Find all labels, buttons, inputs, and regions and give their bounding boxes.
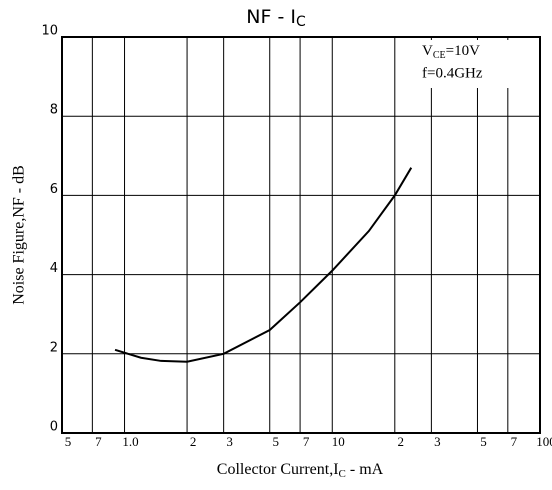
annotation-sub: CE xyxy=(433,50,446,61)
x-tick-label: 2 xyxy=(398,434,405,449)
x-tick-label: 100 xyxy=(536,434,552,449)
y-tick-label: 8 xyxy=(50,103,58,118)
annotation-main: V xyxy=(422,43,433,59)
x-tick-label: 1.0 xyxy=(122,434,138,449)
y-tick-label: 4 xyxy=(50,261,58,276)
y-tick-label: 10 xyxy=(41,24,58,39)
annotation-suffix: =10V xyxy=(446,43,480,59)
x-tick-label: 3 xyxy=(434,434,441,449)
annotation-bg xyxy=(418,40,536,88)
title-main: NF - I xyxy=(246,6,296,28)
y-tick-label: 0 xyxy=(50,420,58,435)
x-label-sub: C xyxy=(339,468,346,480)
x-label-main: Collector Current,I xyxy=(217,461,339,478)
x-tick-label: 10 xyxy=(332,434,345,449)
y-tick-label: 2 xyxy=(50,340,58,355)
x-tick-label: 5 xyxy=(65,434,72,449)
data-line xyxy=(114,167,413,363)
x-label-suffix: - mA xyxy=(346,461,384,478)
x-tick-label: 7 xyxy=(303,434,310,449)
x-axis-label: Collector Current,IC - mA xyxy=(217,461,384,480)
annotation-line1: VCE=10V xyxy=(422,43,480,61)
x-tick-label: 2 xyxy=(190,434,197,449)
x-tick-label: 5 xyxy=(272,434,279,449)
x-tick-label: 3 xyxy=(226,434,233,449)
y-tick-label: 6 xyxy=(50,182,58,197)
title-sub: C xyxy=(296,14,306,30)
chart-title: NF - IC xyxy=(246,6,306,31)
x-tick-label: 7 xyxy=(95,434,102,449)
x-tick-label: 7 xyxy=(511,434,518,449)
annotation-line2: f=0.4GHz xyxy=(422,65,483,81)
plot-frame xyxy=(61,36,541,434)
x-tick-label: 5 xyxy=(480,434,487,449)
y-axis-label: Noise Figure,NF - dB xyxy=(11,165,28,305)
